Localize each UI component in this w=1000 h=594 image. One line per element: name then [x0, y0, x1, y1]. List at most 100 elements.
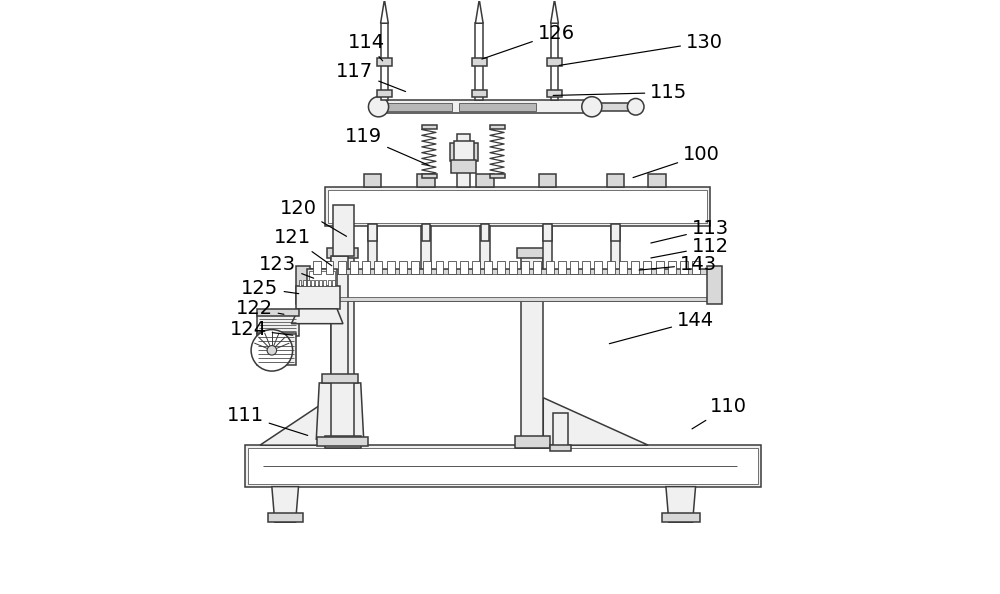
Text: 126: 126	[482, 24, 575, 59]
Bar	[422, 224, 430, 241]
Bar	[632, 100, 639, 113]
Bar	[611, 224, 620, 241]
Text: 120: 120	[280, 198, 346, 236]
Bar	[374, 261, 382, 274]
Text: 122: 122	[236, 299, 284, 318]
Circle shape	[368, 97, 389, 117]
Bar	[553, 413, 568, 448]
Bar	[475, 23, 483, 100]
Bar	[362, 261, 370, 274]
Bar	[547, 58, 562, 65]
Bar	[592, 103, 633, 111]
Bar	[303, 280, 306, 286]
Text: 112: 112	[651, 237, 729, 258]
Bar	[331, 255, 348, 380]
Text: 111: 111	[227, 406, 308, 435]
Text: 125: 125	[241, 279, 299, 298]
Bar	[436, 261, 443, 274]
Bar	[373, 100, 592, 113]
Bar	[521, 255, 543, 445]
Bar	[307, 297, 710, 301]
Bar	[546, 261, 554, 274]
Text: 124: 124	[230, 320, 293, 339]
Bar	[296, 266, 310, 304]
Bar	[490, 125, 505, 129]
Bar	[421, 226, 431, 269]
Bar	[322, 374, 358, 383]
Bar	[257, 313, 299, 336]
Text: 130: 130	[559, 33, 723, 65]
Bar	[377, 58, 392, 65]
Bar	[692, 261, 700, 274]
Bar	[509, 261, 517, 274]
Bar	[543, 226, 552, 269]
Bar	[517, 437, 547, 448]
Bar	[668, 261, 676, 274]
Text: 123: 123	[259, 255, 314, 278]
Bar	[631, 261, 639, 274]
Bar	[327, 437, 358, 448]
Bar	[680, 261, 688, 274]
Bar	[451, 160, 476, 172]
Bar	[417, 174, 435, 187]
Bar	[309, 271, 335, 286]
Bar	[311, 280, 314, 286]
Polygon shape	[543, 398, 648, 445]
Bar	[381, 23, 388, 100]
Bar	[399, 261, 407, 274]
Bar	[323, 280, 326, 286]
Bar	[521, 261, 529, 274]
Bar	[450, 143, 478, 161]
Polygon shape	[272, 486, 299, 522]
Bar	[257, 309, 299, 316]
Bar	[607, 174, 624, 187]
Bar	[497, 261, 505, 274]
Bar	[332, 280, 335, 286]
Bar	[662, 513, 700, 522]
Bar	[245, 445, 761, 486]
Bar	[307, 280, 310, 286]
Bar	[454, 141, 474, 163]
Bar	[319, 280, 322, 286]
Circle shape	[267, 346, 277, 355]
Text: 143: 143	[639, 255, 717, 274]
Bar	[327, 248, 358, 258]
Bar	[533, 261, 541, 274]
Bar	[350, 261, 358, 274]
Bar	[594, 261, 602, 274]
Bar	[643, 261, 651, 274]
Bar	[457, 134, 470, 187]
Text: 119: 119	[345, 128, 429, 166]
Circle shape	[582, 97, 602, 117]
Polygon shape	[291, 309, 343, 324]
Text: 121: 121	[274, 228, 332, 266]
Text: 110: 110	[692, 397, 747, 429]
Bar	[315, 280, 318, 286]
Bar	[307, 269, 337, 288]
Bar	[539, 174, 556, 187]
Bar	[387, 261, 395, 274]
Bar	[248, 448, 758, 484]
Bar	[422, 173, 437, 178]
Bar	[299, 280, 301, 286]
Bar	[472, 58, 487, 65]
Bar	[448, 261, 456, 274]
Bar	[550, 445, 571, 451]
Polygon shape	[316, 383, 364, 439]
Bar	[325, 187, 710, 226]
Bar	[707, 266, 722, 304]
Bar	[558, 261, 566, 274]
Bar	[307, 269, 710, 274]
Bar	[317, 437, 368, 446]
Text: 117: 117	[336, 62, 406, 91]
Bar	[490, 173, 505, 178]
Bar	[656, 261, 664, 274]
Circle shape	[627, 99, 644, 115]
Bar	[423, 261, 431, 274]
Bar	[268, 513, 303, 522]
Bar	[376, 103, 452, 111]
Bar	[368, 226, 377, 269]
Bar	[333, 205, 354, 255]
Polygon shape	[475, 0, 483, 23]
Bar	[459, 103, 536, 111]
